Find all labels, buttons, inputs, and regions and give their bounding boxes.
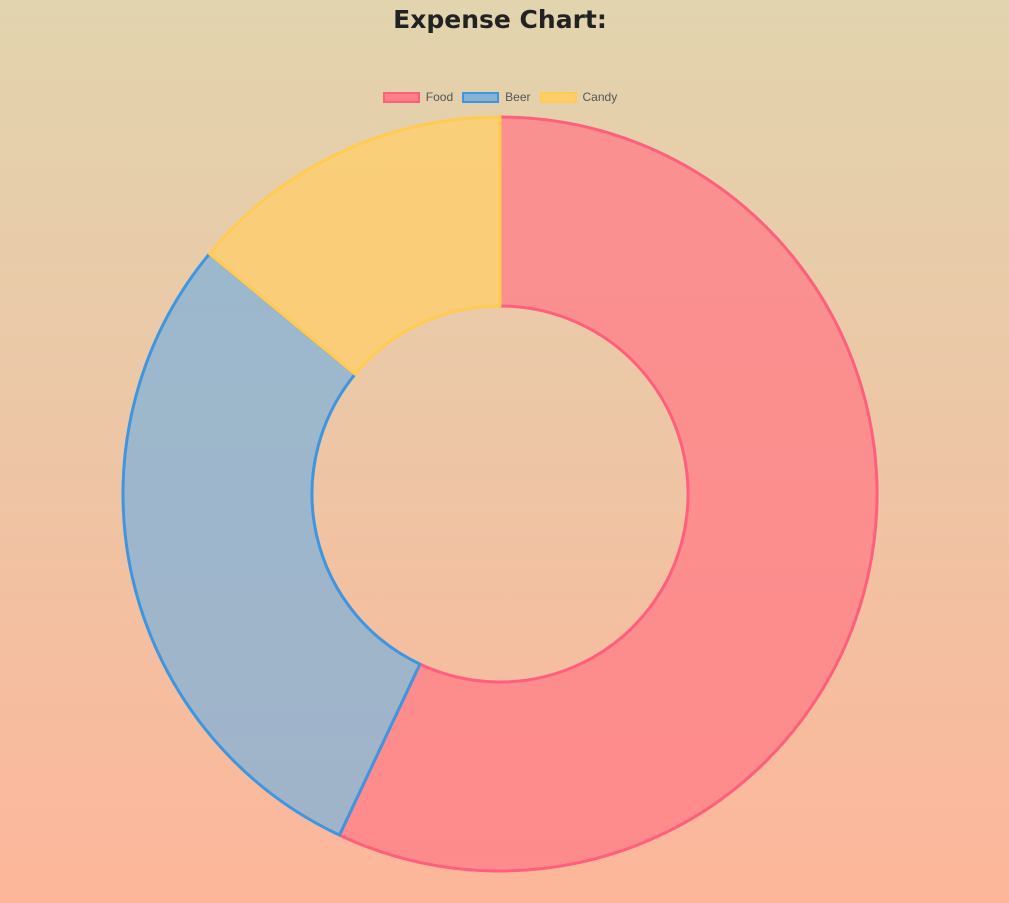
legend-label-beer: Beer (505, 90, 531, 104)
doughnut-slices (121, 115, 879, 873)
legend-swatch-candy (539, 91, 577, 103)
slice-food[interactable] (337, 115, 879, 873)
legend-swatch-food (382, 91, 420, 103)
legend-label-food: Food (425, 90, 454, 104)
chart-legend: Food Beer Candy (0, 90, 1000, 104)
legend-item-candy[interactable]: Candy (539, 90, 618, 104)
chart-title: Expense Chart: (393, 5, 607, 34)
legend-item-beer[interactable]: Beer (462, 90, 531, 104)
legend-swatch-beer (462, 91, 500, 103)
slice-candy[interactable] (208, 115, 502, 376)
legend-item-food[interactable]: Food (382, 90, 454, 104)
slice-beer[interactable] (121, 252, 422, 837)
legend-label-candy: Candy (582, 90, 618, 104)
